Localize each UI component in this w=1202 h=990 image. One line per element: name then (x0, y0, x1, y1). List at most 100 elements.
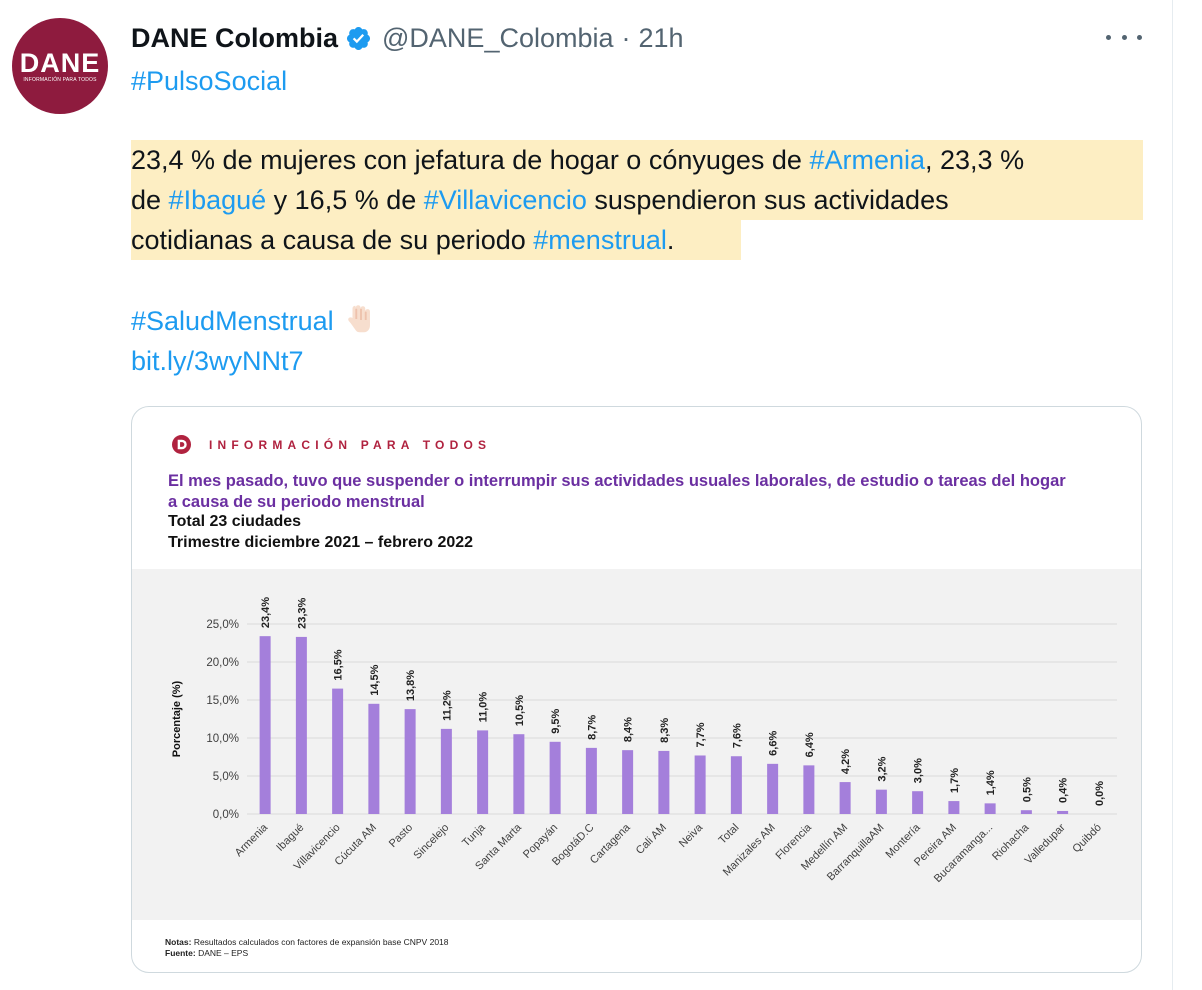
y-tick-label: 10,0% (206, 733, 239, 745)
more-dot (1106, 34, 1111, 40)
bar (368, 703, 380, 814)
bar (259, 636, 271, 814)
bar (948, 801, 960, 814)
bar (767, 763, 779, 814)
author-avatar[interactable]: DANE INFORMACIÓN PARA TODOS (12, 18, 108, 114)
hashtag-menstrual[interactable]: #menstrual (533, 225, 667, 255)
chart-subtitle-cities: Total 23 ciudades (168, 513, 302, 530)
chart-notes: Notas: Resultados calculados con factore… (165, 937, 449, 959)
tweet-text: cotidianas a causa de su periodo (131, 225, 534, 255)
avatar-logo-text: DANE (19, 47, 101, 78)
y-tick-label: 25,0% (206, 619, 239, 631)
tweet-header: DANE Colombia @DANE_Colombia · 21h (131, 20, 684, 56)
tweet-text-line-1: 23,4 % de mujeres con jefatura de hogar … (131, 140, 1024, 180)
data-label: 23,4% (260, 597, 272, 628)
hashtag-ibague[interactable]: #Ibagué (168, 185, 267, 215)
author-name[interactable]: DANE Colombia (131, 22, 339, 53)
tweet-media-card[interactable]: INFORMACIÓN PARA TODOS El mes pasado, tu… (131, 406, 1142, 973)
data-label: 0,0% (1094, 781, 1106, 806)
data-label: 8,4% (623, 717, 635, 742)
x-tick-label: Cali AM (634, 822, 669, 857)
avatar-subtitle: INFORMACIÓN PARA TODOS (23, 76, 97, 83)
hashtag-pulsosocial[interactable]: #PulsoSocial (131, 66, 288, 96)
bar (440, 728, 452, 814)
bar (404, 709, 416, 814)
notes-line: Notas: Resultados calculados con factore… (165, 937, 449, 948)
card-brand-text: INFORMACIÓN PARA TODOS (209, 437, 492, 452)
tweet-text: 23,4 % de mujeres con jefatura de hogar … (131, 145, 810, 175)
bar (875, 789, 887, 814)
x-tick-label: Quibdó (1070, 822, 1104, 856)
x-tick-label: Sincelejo (411, 822, 451, 862)
tweet-timestamp[interactable]: 21h (638, 22, 684, 53)
data-label: 1,4% (985, 770, 997, 795)
verified-badge-icon (346, 26, 371, 50)
tweet-text: suspendieron sus actividades (586, 185, 949, 215)
bar (332, 688, 344, 814)
data-label: 0,4% (1058, 778, 1070, 803)
bar (295, 636, 307, 814)
more-dot (1137, 34, 1142, 40)
bar (658, 750, 670, 814)
hashtag-line: #SaludMenstrual (131, 301, 378, 341)
data-label: 8,3% (659, 718, 671, 743)
text-highlight (131, 140, 1143, 260)
bar (1020, 810, 1032, 814)
y-tick-label: 15,0% (206, 695, 239, 707)
chart-title: El mes pasado, tuvo que suspender o inte… (168, 472, 1066, 511)
x-tick-label: Armenia (233, 821, 271, 859)
data-label: 14,5% (369, 664, 381, 695)
hashtag-armenia[interactable]: #Armenia (809, 145, 926, 175)
source-text: DANE – EPS (195, 948, 249, 958)
data-label: 13,8% (405, 670, 417, 701)
x-tick-label: Total (717, 822, 742, 847)
data-label: 23,3% (296, 598, 308, 629)
backhand-index-pointing-down-icon (347, 305, 370, 333)
bar (730, 756, 742, 814)
data-label: 16,5% (333, 649, 345, 680)
y-tick-label: 5,0% (213, 771, 239, 783)
data-label: 11,2% (441, 690, 453, 721)
tweet-text: de (131, 185, 169, 215)
notes-text: Resultados calculados con factores de ex… (191, 937, 449, 947)
bar (513, 734, 525, 814)
hashtag-saludmenstrual[interactable]: #SaludMenstrual (131, 306, 334, 336)
tweet-text: . (666, 225, 675, 255)
data-label: 11,0% (478, 692, 490, 723)
bar-chart: 0,0% 5,0% 10,0% 15,0% 20,0% 25,0% Porcentaje (… (171, 597, 1117, 885)
y-axis-title: Porcentaje (%) (171, 680, 183, 757)
data-label: 6,6% (768, 731, 780, 756)
more-options-icon[interactable] (1106, 25, 1142, 49)
tweet-text-line-2: de #Ibagué y 16,5 % de #Villavicencio su… (131, 180, 949, 220)
tweet-text: , 23,3 % (925, 145, 1025, 175)
dane-logo-icon (172, 435, 191, 454)
more-dot (1121, 34, 1127, 40)
card-brand: INFORMACIÓN PARA TODOS (172, 435, 491, 454)
tweet-text-line-3: cotidianas a causa de su periodo #menstr… (131, 220, 674, 260)
bar (477, 730, 489, 814)
shortened-link[interactable]: bit.ly/3wyNNt7 (131, 346, 304, 376)
source-line: Fuente: DANE – EPS (165, 948, 449, 959)
bar (622, 750, 634, 814)
tweet-text: y 16,5 % de (266, 185, 424, 215)
header-separator: · (621, 22, 631, 53)
bar (839, 782, 851, 814)
data-label: 6,4% (804, 732, 816, 757)
data-label: 3,2% (876, 756, 888, 781)
author-handle[interactable]: @DANE_Colombia (382, 22, 614, 53)
bar (984, 803, 996, 814)
data-label: 7,6% (731, 723, 743, 748)
x-tick-label: Cartagena (588, 821, 633, 866)
bar (694, 755, 706, 814)
x-tick-label: Pasto (387, 822, 415, 850)
x-tick-label: Neiva (677, 821, 706, 850)
bar (803, 765, 815, 814)
data-label: 4,2% (840, 749, 852, 774)
data-label: 1,7% (949, 768, 961, 793)
source-label: Fuente: (165, 948, 196, 958)
x-tick-label: Tunja (460, 821, 488, 849)
hashtag-villavicencio[interactable]: #Villavicencio (423, 185, 587, 215)
bar (549, 741, 561, 814)
data-label: 7,7% (695, 722, 707, 747)
data-label: 3,0% (913, 758, 925, 783)
